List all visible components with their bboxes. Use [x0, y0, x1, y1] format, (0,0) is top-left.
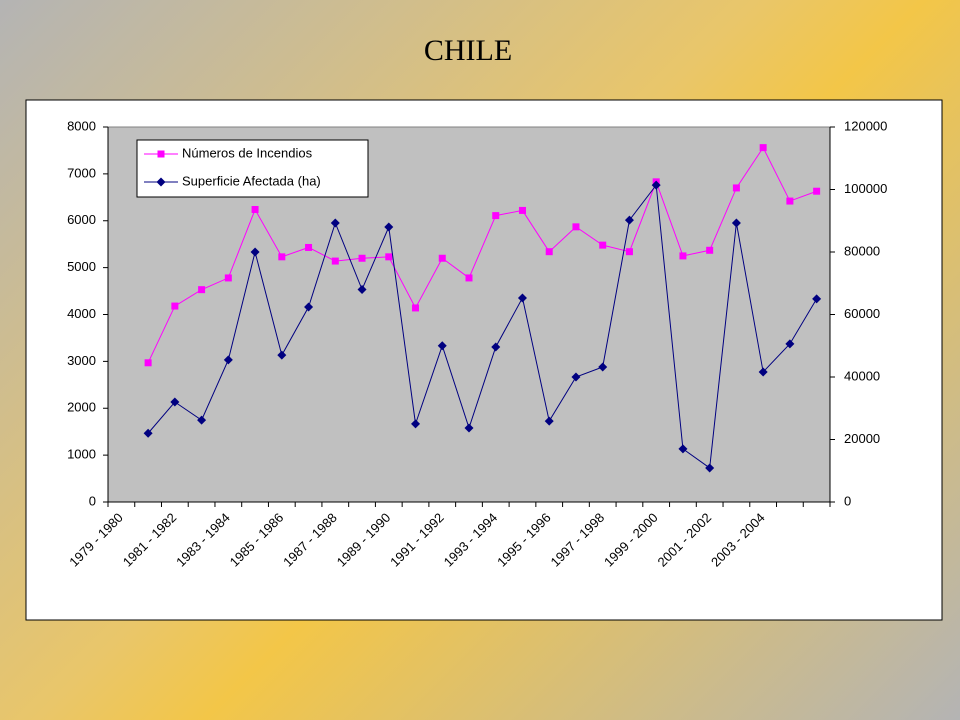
point: [758, 367, 768, 377]
point: [331, 257, 339, 265]
point: [385, 253, 393, 261]
y2-tick-label: 100000: [844, 181, 887, 196]
point: [143, 428, 153, 438]
point: [224, 274, 232, 282]
point: [251, 206, 259, 213]
point: [517, 293, 527, 303]
point: [197, 415, 207, 425]
point: [304, 302, 314, 312]
y-tick-label: 2000: [67, 400, 96, 415]
point: [170, 397, 180, 407]
y-tick-label: 0: [89, 493, 96, 508]
point: [412, 304, 420, 312]
point: [812, 294, 822, 304]
y-tick-label: 5000: [67, 259, 96, 274]
point: [464, 423, 474, 433]
y2-tick-label: 120000: [844, 118, 887, 133]
point: [785, 339, 795, 349]
point: [437, 341, 447, 351]
point: [624, 215, 634, 225]
y-tick-label: 4000: [67, 306, 96, 321]
series-line: [147, 183, 818, 469]
series-line: [147, 146, 817, 363]
legend-marker: [156, 177, 166, 187]
point: [198, 286, 206, 294]
point: [330, 218, 340, 228]
y-tick-label: 7000: [67, 165, 96, 180]
y2-tick-label: 60000: [844, 306, 880, 321]
point: [572, 223, 580, 231]
y-tick-label: 1000: [67, 447, 96, 462]
point: [491, 342, 501, 352]
point: [545, 248, 553, 256]
point: [358, 254, 366, 262]
point: [465, 274, 473, 282]
point: [305, 243, 313, 251]
point: [598, 362, 608, 372]
chart-title: CHILE: [424, 34, 512, 67]
point: [518, 206, 526, 214]
legend-label: Números de Incendios: [182, 145, 313, 160]
point: [384, 222, 394, 232]
y2-tick-label: 80000: [844, 243, 880, 258]
y-tick-label: 3000: [67, 353, 96, 368]
point: [706, 246, 714, 254]
point: [813, 187, 821, 195]
point: [759, 144, 767, 152]
point: [732, 184, 740, 192]
point: [278, 253, 286, 261]
point: [705, 463, 715, 473]
point: [571, 372, 581, 382]
y-tick-label: 8000: [67, 118, 96, 133]
point: [679, 252, 687, 260]
point: [144, 359, 152, 367]
legend: [136, 139, 369, 198]
point: [544, 416, 554, 426]
point: [599, 241, 607, 249]
legend-label: Superficie Afectada (ha): [182, 173, 321, 188]
point: [411, 419, 421, 429]
point: [625, 248, 633, 256]
point: [438, 254, 446, 262]
point: [171, 302, 179, 310]
point: [223, 355, 233, 365]
legend-marker: [157, 150, 165, 158]
point: [357, 285, 367, 294]
y2-tick-label: 20000: [844, 431, 880, 446]
y-tick-label: 6000: [67, 212, 96, 227]
y2-tick-label: 0: [844, 493, 851, 508]
point: [250, 247, 260, 257]
point: [786, 197, 794, 205]
point: [277, 350, 287, 360]
y2-tick-label: 40000: [844, 368, 880, 383]
point: [651, 180, 661, 190]
point: [678, 444, 688, 454]
point: [492, 212, 500, 220]
point: [731, 218, 741, 228]
